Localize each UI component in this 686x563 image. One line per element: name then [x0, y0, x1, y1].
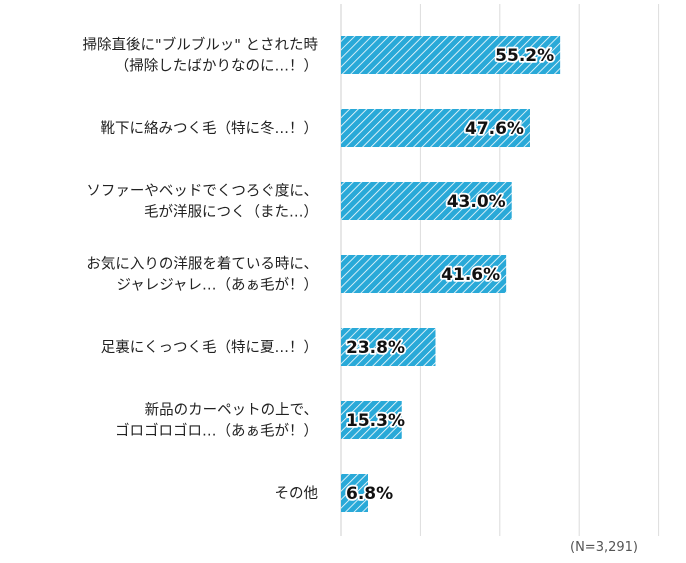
value-labels: 55.2% 47.6% 43.0% 41.6% 23.8% 15.3% 6.8%: [344, 44, 556, 506]
category-labels: 掃除直後に"ブルブルッ" とされた時（掃除したばかりなのに…！） 靴下に絡みつく毛…: [83, 36, 318, 503]
bar: [341, 109, 530, 147]
value-label: 6.8%: [346, 484, 393, 504]
value-label: 47.6%: [465, 119, 524, 139]
value-label: 55.2%: [495, 46, 554, 66]
category-label: 靴下に絡みつく毛（特に冬…！）: [101, 120, 319, 137]
value-label: 23.8%: [346, 338, 405, 358]
bar: [341, 328, 436, 366]
bar: [341, 182, 512, 220]
bar: [341, 474, 368, 512]
category-label: 掃除直後に"ブルブルッ" とされた時（掃除したばかりなのに…！）: [83, 36, 318, 75]
category-label: ソファーやベッドでくつろぐ度に、毛が洋服につく（また…）: [86, 183, 318, 221]
value-label: 41.6%: [441, 265, 500, 285]
bars: [341, 36, 561, 512]
bar: [341, 401, 402, 439]
value-label: 15.3%: [346, 411, 405, 431]
category-label: 新品のカーペットの上で、ゴロゴロゴロ…（あぁ毛が！）: [115, 402, 318, 440]
value-label: 43.0%: [447, 192, 506, 212]
category-label: 足裏にくっつく毛（特に夏…！）: [101, 338, 318, 356]
bar: [341, 255, 507, 293]
bar: [341, 36, 561, 74]
sample-size-note: (N=3,291): [570, 540, 638, 555]
category-label: その他: [275, 485, 319, 502]
category-label: お気に入りの洋服を着ている時に、ジャレジャレ…（あぁ毛が！）: [86, 256, 318, 294]
